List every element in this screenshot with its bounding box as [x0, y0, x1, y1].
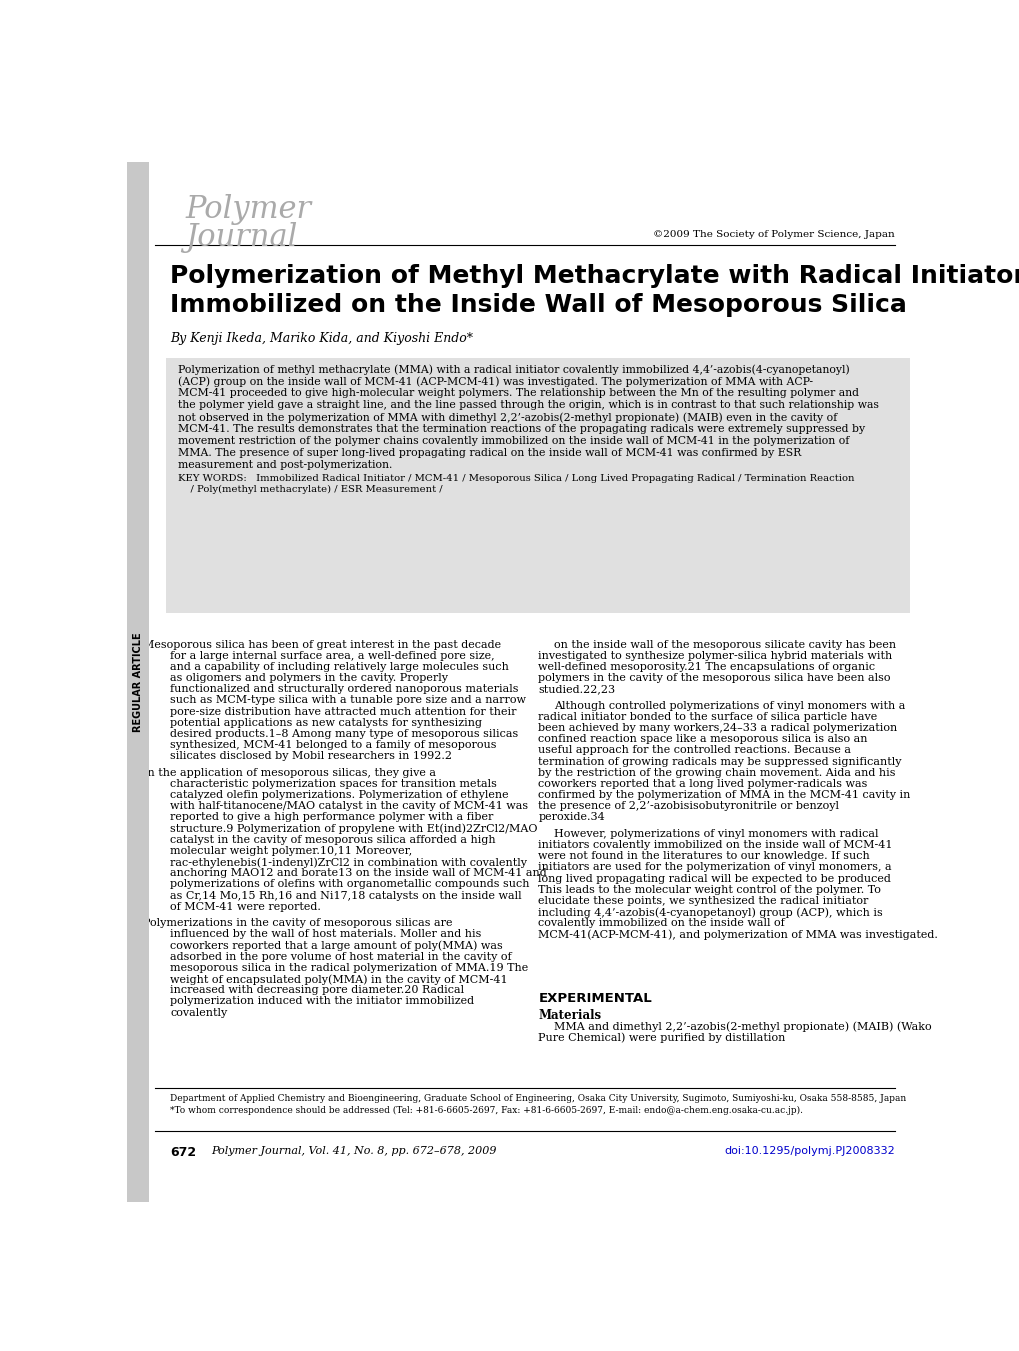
Text: coworkers reported that a long lived polymer-radicals was: coworkers reported that a long lived pol… [538, 780, 867, 789]
Text: Polymer Journal, Vol. 41, No. 8, pp. 672–678, 2009: Polymer Journal, Vol. 41, No. 8, pp. 672… [211, 1146, 496, 1156]
Text: MCM-41(ACP-MCM-41), and polymerization of MMA was investigated.: MCM-41(ACP-MCM-41), and polymerization o… [538, 929, 937, 940]
Text: *To whom correspondence should be addressed (Tel: +81-6-6605-2697, Fax: +81-6-66: *To whom correspondence should be addres… [170, 1106, 802, 1116]
Text: and a capability of including relatively large molecules such: and a capability of including relatively… [170, 662, 508, 671]
Text: including 4,4’-azobis(4-cyanopetanoyl) group (ACP), which is: including 4,4’-azobis(4-cyanopetanoyl) g… [538, 907, 882, 917]
Text: polymerizations of olefins with organometallic compounds such: polymerizations of olefins with organome… [170, 880, 529, 889]
Text: covalently: covalently [170, 1008, 227, 1017]
Text: Materials: Materials [538, 1009, 601, 1023]
Text: as Cr,14 Mo,15 Rh,16 and Ni17,18 catalysts on the inside wall: as Cr,14 Mo,15 Rh,16 and Ni17,18 catalys… [170, 890, 522, 901]
Text: Polymerization of Methyl Methacrylate with Radical Initiator: Polymerization of Methyl Methacrylate wi… [170, 263, 1019, 288]
Text: In the application of mesoporous silicas, they give a: In the application of mesoporous silicas… [143, 767, 435, 778]
Text: By Kenji Ikeda, Mariko Kida, and Kiyoshi Endo*: By Kenji Ikeda, Mariko Kida, and Kiyoshi… [170, 331, 473, 345]
Text: (ACP) group on the inside wall of MCM-41 (ACP-MCM-41) was investigated. The poly: (ACP) group on the inside wall of MCM-41… [177, 377, 812, 388]
Text: initiators covalently immobilized on the inside wall of MCM-41: initiators covalently immobilized on the… [538, 840, 892, 850]
Text: structure.9 Polymerization of propylene with Et(ind)2ZrCl2/MAO: structure.9 Polymerization of propylene … [170, 824, 537, 834]
Text: Polymerizations in the cavity of mesoporous silicas are: Polymerizations in the cavity of mesopor… [143, 919, 452, 928]
Text: Immobilized on the Inside Wall of Mesoporous Silica: Immobilized on the Inside Wall of Mesopo… [170, 293, 906, 317]
Bar [166, 358, 909, 612]
Text: Polymer: Polymer [185, 195, 312, 226]
Text: MMA. The presence of super long-lived propagating radical on the inside wall of : MMA. The presence of super long-lived pr… [177, 449, 800, 458]
Text: useful approach for the controlled reactions. Because a: useful approach for the controlled react… [538, 746, 851, 755]
Text: on the inside wall of the mesoporous silicate cavity has been: on the inside wall of the mesoporous sil… [553, 639, 895, 650]
Text: REGULAR ARTICLE: REGULAR ARTICLE [133, 632, 144, 732]
Text: long lived propagating radical will be expected to be produced: long lived propagating radical will be e… [538, 874, 891, 884]
Text: were not found in the literatures to our knowledge. If such: were not found in the literatures to our… [538, 851, 869, 862]
Text: confined reaction space like a mesoporous silica is also an: confined reaction space like a mesoporou… [538, 734, 867, 744]
Text: Journal: Journal [185, 222, 298, 253]
Text: of MCM-41 were reported.: of MCM-41 were reported. [170, 901, 321, 912]
Text: measurement and post-polymerization.: measurement and post-polymerization. [177, 461, 392, 470]
Text: elucidate these points, we synthesized the radical initiator: elucidate these points, we synthesized t… [538, 896, 868, 907]
Text: well-defined mesoporosity.21 The encapsulations of organic: well-defined mesoporosity.21 The encapsu… [538, 662, 874, 671]
Text: MCM-41 proceeded to give high-molecular weight polymers. The relationship betwee: MCM-41 proceeded to give high-molecular … [177, 389, 858, 399]
Text: polymerization induced with the initiator immobilized: polymerization induced with the initiato… [170, 997, 474, 1006]
Text: polymers in the cavity of the mesoporous silica have been also: polymers in the cavity of the mesoporous… [538, 673, 890, 684]
Text: adsorbed in the pore volume of host material in the cavity of: adsorbed in the pore volume of host mate… [170, 951, 512, 962]
Text: covalently immobilized on the inside wall of: covalently immobilized on the inside wal… [538, 919, 785, 928]
Text: increased with decreasing pore diameter.20 Radical: increased with decreasing pore diameter.… [170, 985, 464, 996]
Text: studied.22,23: studied.22,23 [538, 684, 614, 694]
Text: by the restriction of the growing chain movement. Aida and his: by the restriction of the growing chain … [538, 767, 895, 778]
Text: This leads to the molecular weight control of the polymer. To: This leads to the molecular weight contr… [538, 885, 880, 894]
Text: / Poly(methyl methacrylate) / ESR Measurement /: / Poly(methyl methacrylate) / ESR Measur… [177, 485, 442, 494]
Text: the polymer yield gave a straight line, and the line passed through the origin, : the polymer yield gave a straight line, … [177, 400, 878, 411]
Text: pore-size distribution have attracted much attention for their: pore-size distribution have attracted mu… [170, 707, 516, 716]
Text: influenced by the wall of host materials. Moller and his: influenced by the wall of host materials… [170, 929, 481, 939]
Text: MMA and dimethyl 2,2’-azobis(2-methyl propionate) (MAIB) (Wako: MMA and dimethyl 2,2’-azobis(2-methyl pr… [553, 1021, 930, 1032]
Text: not observed in the polymerization of MMA with dimethyl 2,2’-azobis(2-methyl pro: not observed in the polymerization of MM… [177, 412, 837, 423]
Text: rac-ethylenebis(1-indenyl)ZrCl2 in combination with covalently: rac-ethylenebis(1-indenyl)ZrCl2 in combi… [170, 857, 527, 867]
Text: However, polymerizations of vinyl monomers with radical: However, polymerizations of vinyl monome… [553, 830, 877, 839]
Text: KEY WORDS:   Immobilized Radical Initiator / MCM-41 / Mesoporous Silica / Long L: KEY WORDS: Immobilized Radical Initiator… [177, 474, 854, 484]
Text: mesoporous silica in the radical polymerization of MMA.19 The: mesoporous silica in the radical polymer… [170, 963, 528, 973]
Text: characteristic polymerization spaces for transition metals: characteristic polymerization spaces for… [170, 780, 496, 789]
Text: 672: 672 [170, 1146, 196, 1159]
Text: potential applications as new catalysts for synthesizing: potential applications as new catalysts … [170, 717, 482, 728]
Text: MCM-41. The results demonstrates that the termination reactions of the propagati: MCM-41. The results demonstrates that th… [177, 424, 864, 434]
Text: ©2009 The Society of Polymer Science, Japan: ©2009 The Society of Polymer Science, Ja… [652, 230, 894, 239]
Text: EXPERIMENTAL: EXPERIMENTAL [538, 992, 651, 1005]
Text: radical initiator bonded to the surface of silica particle have: radical initiator bonded to the surface … [538, 712, 876, 721]
Text: catalyzed olefin polymerizations. Polymerization of ethylene: catalyzed olefin polymerizations. Polyme… [170, 790, 508, 800]
Text: the presence of 2,2’-azobisisobutyronitrile or benzoyl: the presence of 2,2’-azobisisobutyronitr… [538, 801, 839, 811]
Text: anchoring MAO12 and borate13 on the inside wall of MCM-41 and: anchoring MAO12 and borate13 on the insi… [170, 869, 546, 878]
Text: desired products.1–8 Among many type of mesoporous silicas: desired products.1–8 Among many type of … [170, 728, 518, 739]
Text: Mesoporous silica has been of great interest in the past decade: Mesoporous silica has been of great inte… [143, 639, 500, 650]
Text: molecular weight polymer.10,11 Moreover,: molecular weight polymer.10,11 Moreover, [170, 846, 412, 857]
Text: Department of Applied Chemistry and Bioengineering, Graduate School of Engineeri: Department of Applied Chemistry and Bioe… [170, 1094, 906, 1102]
Text: coworkers reported that a large amount of poly(MMA) was: coworkers reported that a large amount o… [170, 940, 502, 951]
Text: silicates disclosed by Mobil researchers in 1992.2: silicates disclosed by Mobil researchers… [170, 751, 451, 761]
Text: Pure Chemical) were purified by distillation: Pure Chemical) were purified by distilla… [538, 1032, 785, 1043]
Text: with half-titanocene/MAO catalyst in the cavity of MCM-41 was: with half-titanocene/MAO catalyst in the… [170, 801, 528, 811]
Text: peroxide.34: peroxide.34 [538, 812, 604, 823]
Text: movement restriction of the polymer chains covalently immobilized on the inside : movement restriction of the polymer chai… [177, 436, 849, 446]
Text: synthesized, MCM-41 belonged to a family of mesoporous: synthesized, MCM-41 belonged to a family… [170, 740, 496, 750]
Text: as oligomers and polymers in the cavity. Properly: as oligomers and polymers in the cavity.… [170, 673, 447, 684]
Text: termination of growing radicals may be suppressed significantly: termination of growing radicals may be s… [538, 757, 901, 766]
Text: been achieved by many workers,24–33 a radical polymerization: been achieved by many workers,24–33 a ra… [538, 723, 897, 734]
Text: doi:10.1295/polymj.PJ2008332: doi:10.1295/polymj.PJ2008332 [723, 1146, 894, 1156]
Text: weight of encapsulated poly(MMA) in the cavity of MCM-41: weight of encapsulated poly(MMA) in the … [170, 974, 507, 985]
Text: catalyst in the cavity of mesoporous silica afforded a high: catalyst in the cavity of mesoporous sil… [170, 835, 495, 844]
Text: functionalized and structurally ordered nanoporous materials: functionalized and structurally ordered … [170, 684, 518, 694]
Text: such as MCM-type silica with a tunable pore size and a narrow: such as MCM-type silica with a tunable p… [170, 696, 526, 705]
Text: confirmed by the polymerization of MMA in the MCM-41 cavity in: confirmed by the polymerization of MMA i… [538, 790, 910, 800]
Text: Polymerization of methyl methacrylate (MMA) with a radical initiator covalently : Polymerization of methyl methacrylate (M… [177, 365, 849, 376]
Text: for a large internal surface area, a well-defined pore size,: for a large internal surface area, a wel… [170, 651, 494, 661]
Text: initiators are used for the polymerization of vinyl monomers, a: initiators are used for the polymerizati… [538, 862, 891, 873]
Text: Although controlled polymerizations of vinyl monomers with a: Although controlled polymerizations of v… [553, 701, 904, 711]
Bar [127, 162, 149, 1202]
Text: investigated to synthesize polymer-silica hybrid materials with: investigated to synthesize polymer-silic… [538, 651, 892, 661]
Text: reported to give a high performance polymer with a fiber: reported to give a high performance poly… [170, 812, 493, 823]
